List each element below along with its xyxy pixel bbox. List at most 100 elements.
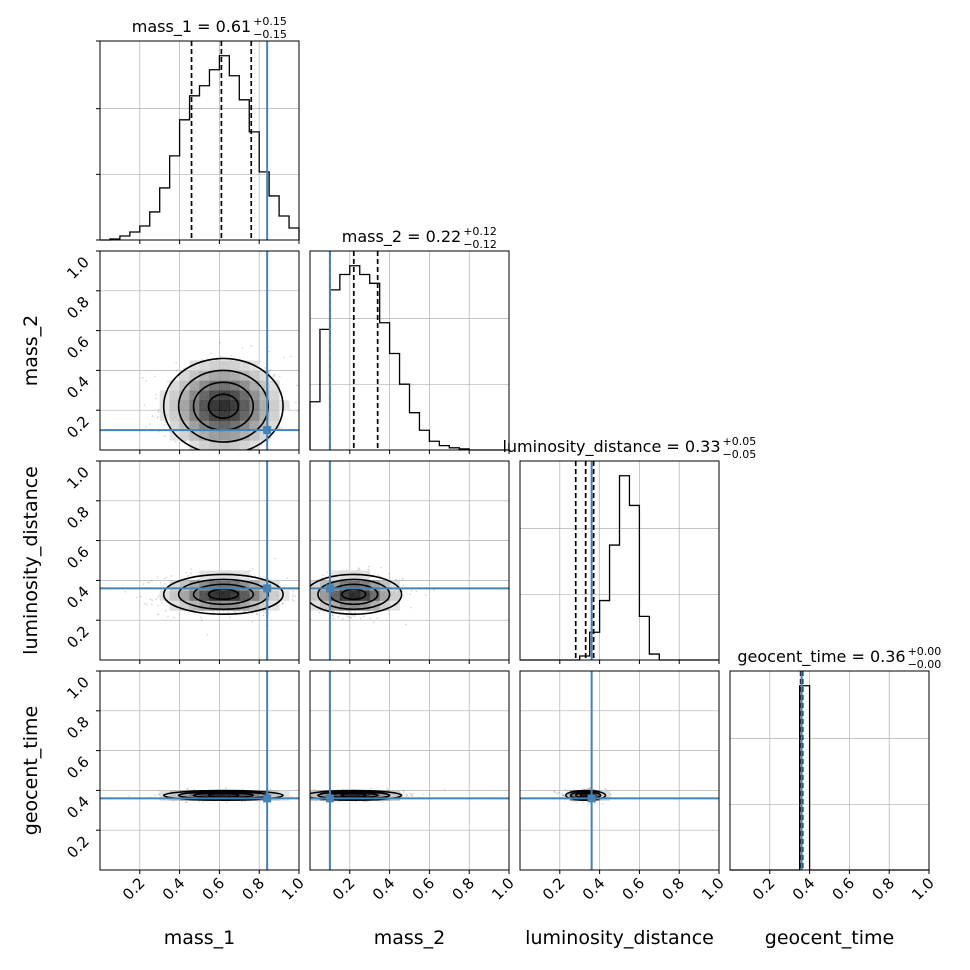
ytick-label-geocent_time-3: 0.8: [63, 713, 93, 743]
hist-bars-mass_2: [309, 265, 509, 451]
density-mass_2-geocent_time-contour-3: [310, 789, 403, 801]
ytick-label-mass_2-1: 0.4: [63, 373, 93, 403]
xtick-label-mass_2-4: 1.0: [488, 874, 518, 904]
title-mass_1: mass_1 = 0.61: [132, 17, 251, 37]
density-mass_1-mass_2-frame: [99, 250, 300, 451]
xtick-label-luminosity_distance-1: 0.4: [579, 874, 609, 904]
hist-luminosity_distance-frame: [519, 460, 720, 661]
ytick-label-luminosity_distance-0: 0.2: [63, 622, 93, 652]
xtick-label-geocent_time-1: 0.4: [789, 874, 819, 904]
density-mass_1-luminosity_distance: 0.2 0.4 0.6 0.8 1.0: [63, 460, 300, 664]
density-mass_2-luminosity_distance-frame: [309, 460, 510, 661]
density-mass_1-geocent_time-contour-3: [162, 789, 284, 801]
density-mass_1-luminosity_distance-truth-marker: [263, 584, 272, 593]
density-luminosity_distance-geocent_time-plot-area: [520, 671, 719, 870]
ylabel-geocent_time: geocent_time: [20, 706, 42, 835]
density-mass_1-mass_2-plot-area: [100, 251, 299, 450]
density-mass_1-geocent_time-frame: [99, 670, 300, 871]
xtick-label-mass_1-4: 1.0: [278, 874, 308, 904]
density-mass_2-geocent_time-plot-area: [310, 671, 509, 870]
hist-panel-mass_2: mass_2 = 0.22 +0.12−0.12: [309, 225, 510, 454]
title-up-mass_2: +0.12: [463, 225, 497, 238]
density-mass_2-geocent_time-truth-marker: [325, 794, 334, 803]
density-mass_1-luminosity_distance-contour-3: [162, 573, 284, 616]
hist-panel-geocent_time: geocent_time = 0.36 +0.00−0.00: [729, 645, 942, 874]
xtick-label-luminosity_distance-0: 0.2: [539, 874, 569, 904]
xtick-label-geocent_time-3: 0.8: [868, 874, 898, 904]
xtick-label-mass_2-1: 0.4: [369, 874, 399, 904]
ylabel-mass_2: mass_2: [20, 315, 42, 387]
density-mass_2-geocent_time: [309, 670, 510, 874]
density-mass_2-luminosity_distance-contour-2: [317, 578, 391, 611]
ytick-label-mass_2-2: 0.6: [63, 333, 93, 363]
title-luminosity_distance: luminosity_distance = 0.33: [502, 437, 720, 457]
hist-bars-mass_1: [100, 55, 300, 241]
ytick-label-geocent_time-2: 0.6: [63, 753, 93, 783]
density-mass_2-luminosity_distance: [309, 460, 510, 664]
hist-panel-mass_1: mass_1 = 0.61 +0.15−0.15: [96, 15, 300, 244]
hist-bars-geocent_time: [730, 685, 929, 871]
density-mass_1-geocent_time-plot-area: [100, 671, 299, 870]
title-up-geocent_time: +0.00: [908, 645, 942, 658]
xtick-label-luminosity_distance-4: 1.0: [698, 874, 728, 904]
ytick-label-mass_2-0: 0.2: [63, 412, 93, 442]
density-mass_1-luminosity_distance-plot-area: [100, 461, 299, 660]
ytick-label-luminosity_distance-4: 1.0: [63, 463, 93, 493]
xtick-label-mass_2-2: 0.6: [409, 874, 439, 904]
xtick-label-geocent_time-4: 1.0: [908, 874, 938, 904]
title-main-geocent_time: geocent_time = 0.36: [737, 647, 905, 667]
ytick-label-geocent_time-0: 0.2: [63, 832, 93, 862]
xtick-label-geocent_time-0: 0.2: [749, 874, 779, 904]
xtick-label-mass_1-3: 0.8: [238, 874, 268, 904]
title-up-luminosity_distance: +0.05: [723, 435, 757, 448]
density-mass_1-luminosity_distance-contour-1: [192, 583, 255, 606]
density-mass_2-luminosity_distance-truth-marker: [325, 584, 334, 593]
ytick-label-luminosity_distance-2: 0.6: [63, 543, 93, 573]
ytick-label-luminosity_distance-1: 0.4: [63, 583, 93, 613]
density-luminosity_distance-geocent_time-frame: [519, 670, 720, 871]
hist-bars-luminosity_distance: [520, 475, 719, 661]
density-mass_2-luminosity_distance-plot-area: [310, 461, 509, 660]
xtick-label-luminosity_distance-2: 0.6: [619, 874, 649, 904]
density-mass_2-geocent_time-frame: [309, 670, 510, 871]
xtick-label-luminosity_distance-3: 0.8: [658, 874, 688, 904]
xtick-label-mass_1-0: 0.2: [119, 874, 149, 904]
density-luminosity_distance-geocent_time: [519, 670, 720, 874]
ytick-label-mass_2-4: 1.0: [63, 253, 93, 283]
xtick-label-mass_2-3: 0.8: [448, 874, 478, 904]
xlabel-mass_1: mass_1: [164, 927, 236, 949]
title-geocent_time: geocent_time = 0.36: [737, 647, 905, 667]
xlabel-geocent_time: geocent_time: [765, 927, 894, 949]
density-mass_1-geocent_time: 0.2 0.4 0.6 0.8 1.0: [63, 670, 300, 874]
xlabel-luminosity_distance: luminosity_distance: [525, 927, 714, 949]
density-mass_1-mass_2: 0.2 0.4 0.6 0.8 1.0: [63, 250, 300, 454]
ytick-label-mass_2-3: 0.8: [63, 293, 93, 323]
density-mass_1-mass_2-contour-3: [162, 357, 284, 450]
density-mass_1-luminosity_distance-frame: [99, 460, 300, 661]
density-mass_1-mass_2-truth-marker: [263, 426, 272, 435]
ytick-label-geocent_time-1: 0.4: [63, 793, 93, 823]
xtick-label-geocent_time-2: 0.6: [829, 874, 859, 904]
ytick-label-luminosity_distance-3: 0.8: [63, 503, 93, 533]
title-down-geocent_time: −0.00: [908, 658, 942, 671]
xtick-label-mass_2-0: 0.2: [329, 874, 359, 904]
ylabel-luminosity_distance: luminosity_distance: [20, 466, 42, 655]
ytick-label-geocent_time-4: 1.0: [63, 673, 93, 703]
density-mass_1-geocent_time-truth-marker: [263, 794, 272, 803]
hist-panel-luminosity_distance: luminosity_distance = 0.33 +0.05−0.05: [502, 435, 756, 664]
xlabel-mass_2: mass_2: [374, 927, 446, 949]
xtick-label-mass_1-1: 0.4: [159, 874, 189, 904]
density-mass_2-luminosity_distance-contour-3: [310, 573, 403, 616]
title-down-mass_2: −0.12: [463, 238, 497, 251]
xtick-label-mass_1-2: 0.6: [199, 874, 229, 904]
density-luminosity_distance-geocent_time-truth-marker: [587, 794, 596, 803]
density-luminosity_distance-geocent_time-contour-3: [564, 789, 607, 801]
title-main-luminosity_distance: luminosity_distance = 0.33: [502, 437, 720, 457]
title-up-mass_1: +0.15: [253, 15, 287, 28]
title-main-mass_2: mass_2 = 0.22: [342, 227, 461, 247]
hist-mass_1-frame: [99, 40, 300, 241]
title-down-mass_1: −0.15: [253, 28, 287, 41]
title-down-luminosity_distance: −0.05: [723, 448, 757, 461]
hist-mass_2-frame: [309, 250, 510, 451]
